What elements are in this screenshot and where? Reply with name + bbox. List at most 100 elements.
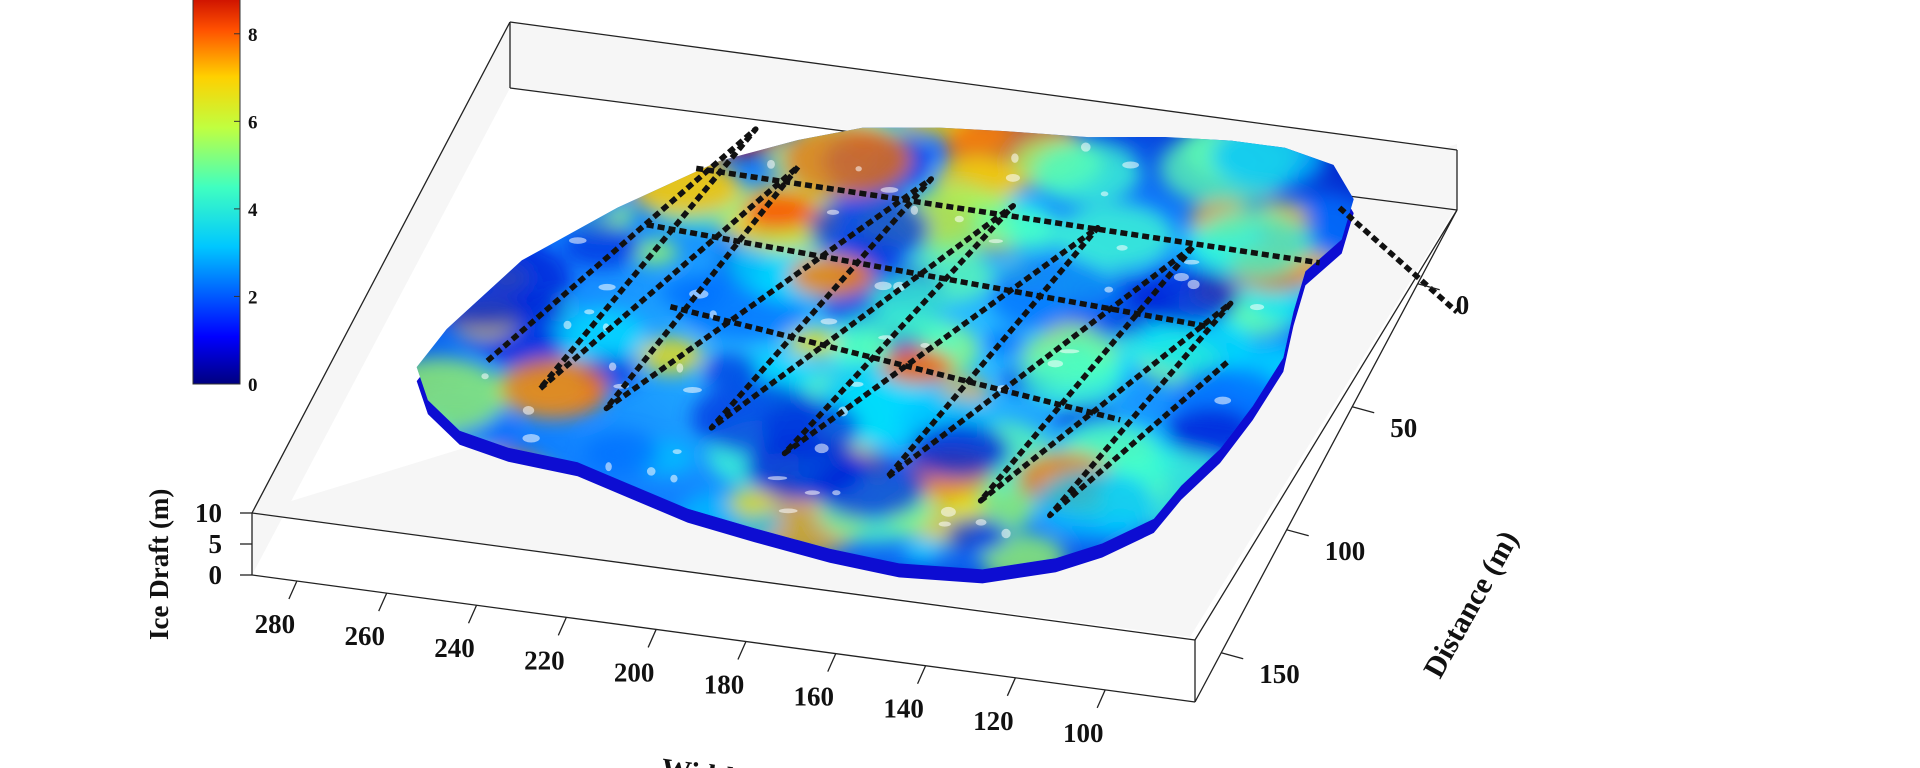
track-crossline [646, 222, 1209, 330]
surface-patch [700, 353, 760, 388]
box-edge [251, 574, 1196, 703]
surface-highlight [832, 490, 841, 496]
surface-highlight [522, 433, 540, 443]
y-tick-label: 150 [1259, 659, 1300, 689]
surface-trough [1131, 268, 1240, 327]
surface-highlight [910, 205, 919, 215]
colorbar-tick-label: 0 [248, 375, 258, 396]
colorbar-tick-label: 8 [248, 25, 258, 46]
surface-highlight [1100, 191, 1109, 197]
surface-highlight [855, 166, 862, 172]
surface-peak [789, 254, 874, 297]
y-tick-label: 100 [1325, 536, 1366, 566]
surface-highlight [481, 373, 489, 380]
surface-patch [499, 357, 608, 420]
surface-highlight [767, 476, 788, 481]
surface-highlight [988, 239, 1003, 244]
z-tick-label: 5 [209, 529, 223, 559]
box-edge [251, 21, 511, 514]
surface-highlight [1059, 349, 1080, 354]
surface-trough [744, 437, 865, 502]
surface-highlight [683, 386, 702, 394]
surface-highlight [1214, 396, 1232, 405]
surface-highlight [880, 187, 899, 193]
y-tick-label: 0 [1456, 290, 1470, 320]
surface-patch [1005, 213, 1070, 250]
box-edge [1194, 209, 1458, 641]
surface-patch [981, 533, 1066, 570]
y-tick-mark [1352, 406, 1375, 414]
z-tick-label: 0 [209, 560, 223, 590]
surface-patch [498, 154, 628, 229]
y-tick-mark [1221, 652, 1244, 660]
x-tick-mark [467, 604, 478, 624]
x-tick-mark [1006, 677, 1016, 697]
surface-highlight [1122, 161, 1139, 169]
surface-highlight [820, 318, 838, 325]
surface-highlight [1001, 528, 1011, 539]
surface-patch [727, 488, 776, 517]
surface-patch [944, 517, 1008, 554]
x-tick-mark [557, 617, 567, 636]
x-tick-mark [1096, 689, 1106, 709]
surface-patch [1059, 203, 1174, 269]
x-tick-label: 180 [704, 670, 745, 700]
x-tick-mark [288, 580, 298, 600]
surface-trough [908, 423, 1011, 478]
track-tail [1337, 205, 1459, 315]
x-axis: 280 260 240 220 200 180 160 140 120 100 [255, 580, 1106, 748]
surface-highlight [672, 449, 682, 455]
surface-highlight [1104, 286, 1114, 293]
surface-highlight [975, 519, 987, 526]
y-tick-mark [1417, 283, 1440, 291]
surface-patch [584, 431, 660, 475]
surface-highlight [940, 506, 956, 517]
surface-highlight [1011, 153, 1019, 163]
surface-highlight [920, 342, 930, 348]
track-legs [485, 126, 1234, 519]
surface-patch [630, 238, 678, 266]
surface-highlight [874, 281, 892, 291]
surface-patch [511, 175, 596, 224]
surface-patch [1031, 142, 1141, 205]
box-edge [509, 21, 1458, 151]
surface-highlight [767, 159, 775, 169]
x-tick-mark [647, 629, 657, 648]
surface-highlight [563, 320, 572, 330]
surface-highlight [850, 381, 864, 387]
x-tick-label: 240 [434, 633, 475, 663]
x-axis-label: Width (m) [659, 752, 796, 768]
x-tick-label: 220 [524, 645, 565, 675]
box-back-wall [252, 22, 510, 575]
colorbar-tick-label: 4 [248, 200, 258, 221]
surface-highlight [1250, 304, 1265, 311]
surface-highlight [1116, 245, 1128, 251]
surface-patch [691, 380, 823, 455]
x-tick-label: 280 [255, 609, 296, 639]
x-tick-mark [916, 665, 927, 684]
surface-highlight [569, 237, 587, 244]
x-tick-label: 260 [344, 621, 385, 651]
surface-patch [1034, 470, 1155, 540]
surface-highlight [1005, 173, 1020, 182]
surface-patch [637, 336, 704, 375]
x-tick-label: 120 [973, 706, 1014, 736]
x-tick-label: 100 [1063, 718, 1104, 748]
colorbar: 0 2 4 6 8 [192, 0, 258, 396]
surface-highlight [522, 406, 535, 415]
surface-highlight [601, 108, 619, 112]
y-tick-label: 50 [1390, 413, 1417, 443]
z-axis-label: Ice Draft (m) [144, 489, 174, 640]
surface-highlight [1173, 272, 1189, 282]
y-tick-mark [1286, 529, 1309, 537]
surface-highlight [1080, 142, 1091, 152]
x-tick-label: 200 [614, 657, 655, 687]
surface-highlight [778, 508, 798, 514]
colorbar-tick-label: 6 [248, 112, 258, 133]
surface-highlight [598, 283, 616, 291]
y-axis: 0 50 100 150 [1221, 283, 1470, 689]
box-edge [1194, 209, 1458, 703]
surface-patch [416, 357, 507, 434]
x-tick-mark [378, 592, 388, 612]
surface-highlight [670, 474, 678, 483]
